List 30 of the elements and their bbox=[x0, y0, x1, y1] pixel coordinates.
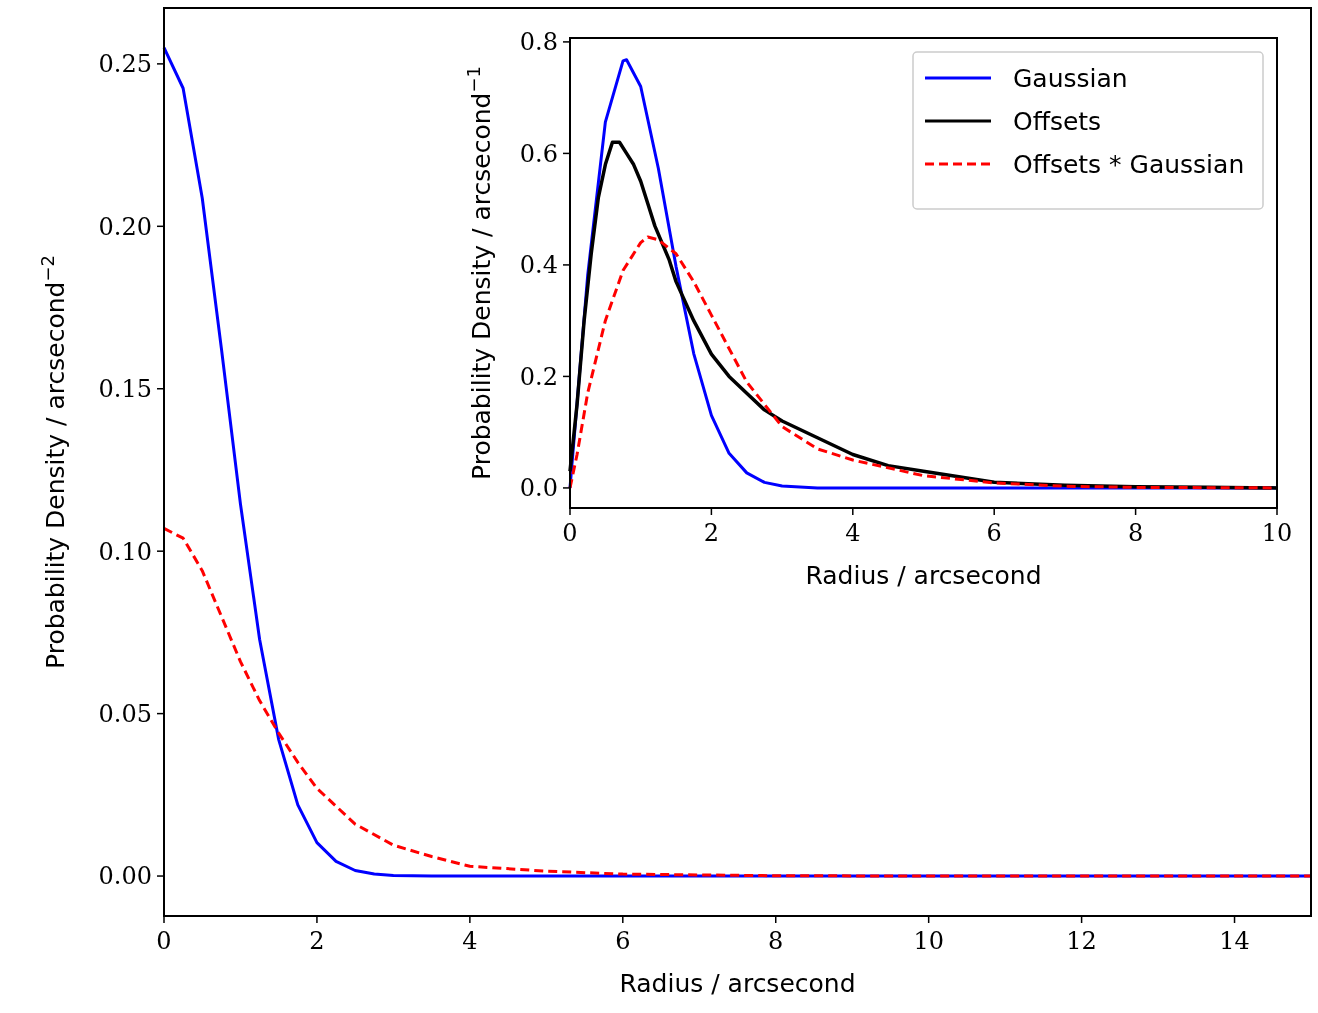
y-tick-label: 0.4 bbox=[519, 251, 558, 280]
x-tick-label: 0 bbox=[562, 519, 578, 547]
y-tick-label: 0.10 bbox=[98, 537, 152, 566]
x-axis-title: Radius / arcsecond bbox=[805, 561, 1042, 590]
y-tick-label: 0.2 bbox=[519, 362, 558, 391]
y-tick-label: 0.15 bbox=[98, 375, 152, 404]
x-tick-label: 6 bbox=[986, 519, 1002, 547]
x-axis-title: Radius / arcsecond bbox=[619, 969, 856, 998]
x-tick-label: 14 bbox=[1219, 927, 1250, 955]
y-tick-label: 0.25 bbox=[98, 50, 152, 79]
x-tick-label: 10 bbox=[1261, 519, 1293, 547]
y-tick-label: 0.8 bbox=[519, 28, 558, 57]
x-tick-label: 0 bbox=[156, 927, 172, 955]
x-tick-label: 8 bbox=[768, 927, 784, 955]
x-tick-label: 4 bbox=[462, 927, 478, 955]
y-tick-label: 0.00 bbox=[98, 862, 152, 891]
x-tick-label: 12 bbox=[1066, 927, 1097, 955]
x-tick-label: 6 bbox=[615, 927, 631, 955]
y-tick-label: 0.05 bbox=[98, 700, 152, 729]
legend-label: Offsets bbox=[1013, 106, 1102, 136]
y-tick-label: 0.20 bbox=[98, 212, 152, 241]
y-tick-label: 0.6 bbox=[519, 139, 558, 168]
x-tick-label: 2 bbox=[309, 927, 325, 955]
x-tick-label: 4 bbox=[845, 519, 861, 547]
legend-label: Gaussian bbox=[1013, 63, 1128, 93]
x-tick-label: 2 bbox=[703, 519, 720, 547]
y-tick-label: 0.0 bbox=[519, 474, 558, 503]
x-tick-label: 8 bbox=[1127, 519, 1144, 547]
x-tick-label: 10 bbox=[913, 927, 944, 955]
legend-label: Offsets * Gaussian bbox=[1013, 149, 1245, 179]
